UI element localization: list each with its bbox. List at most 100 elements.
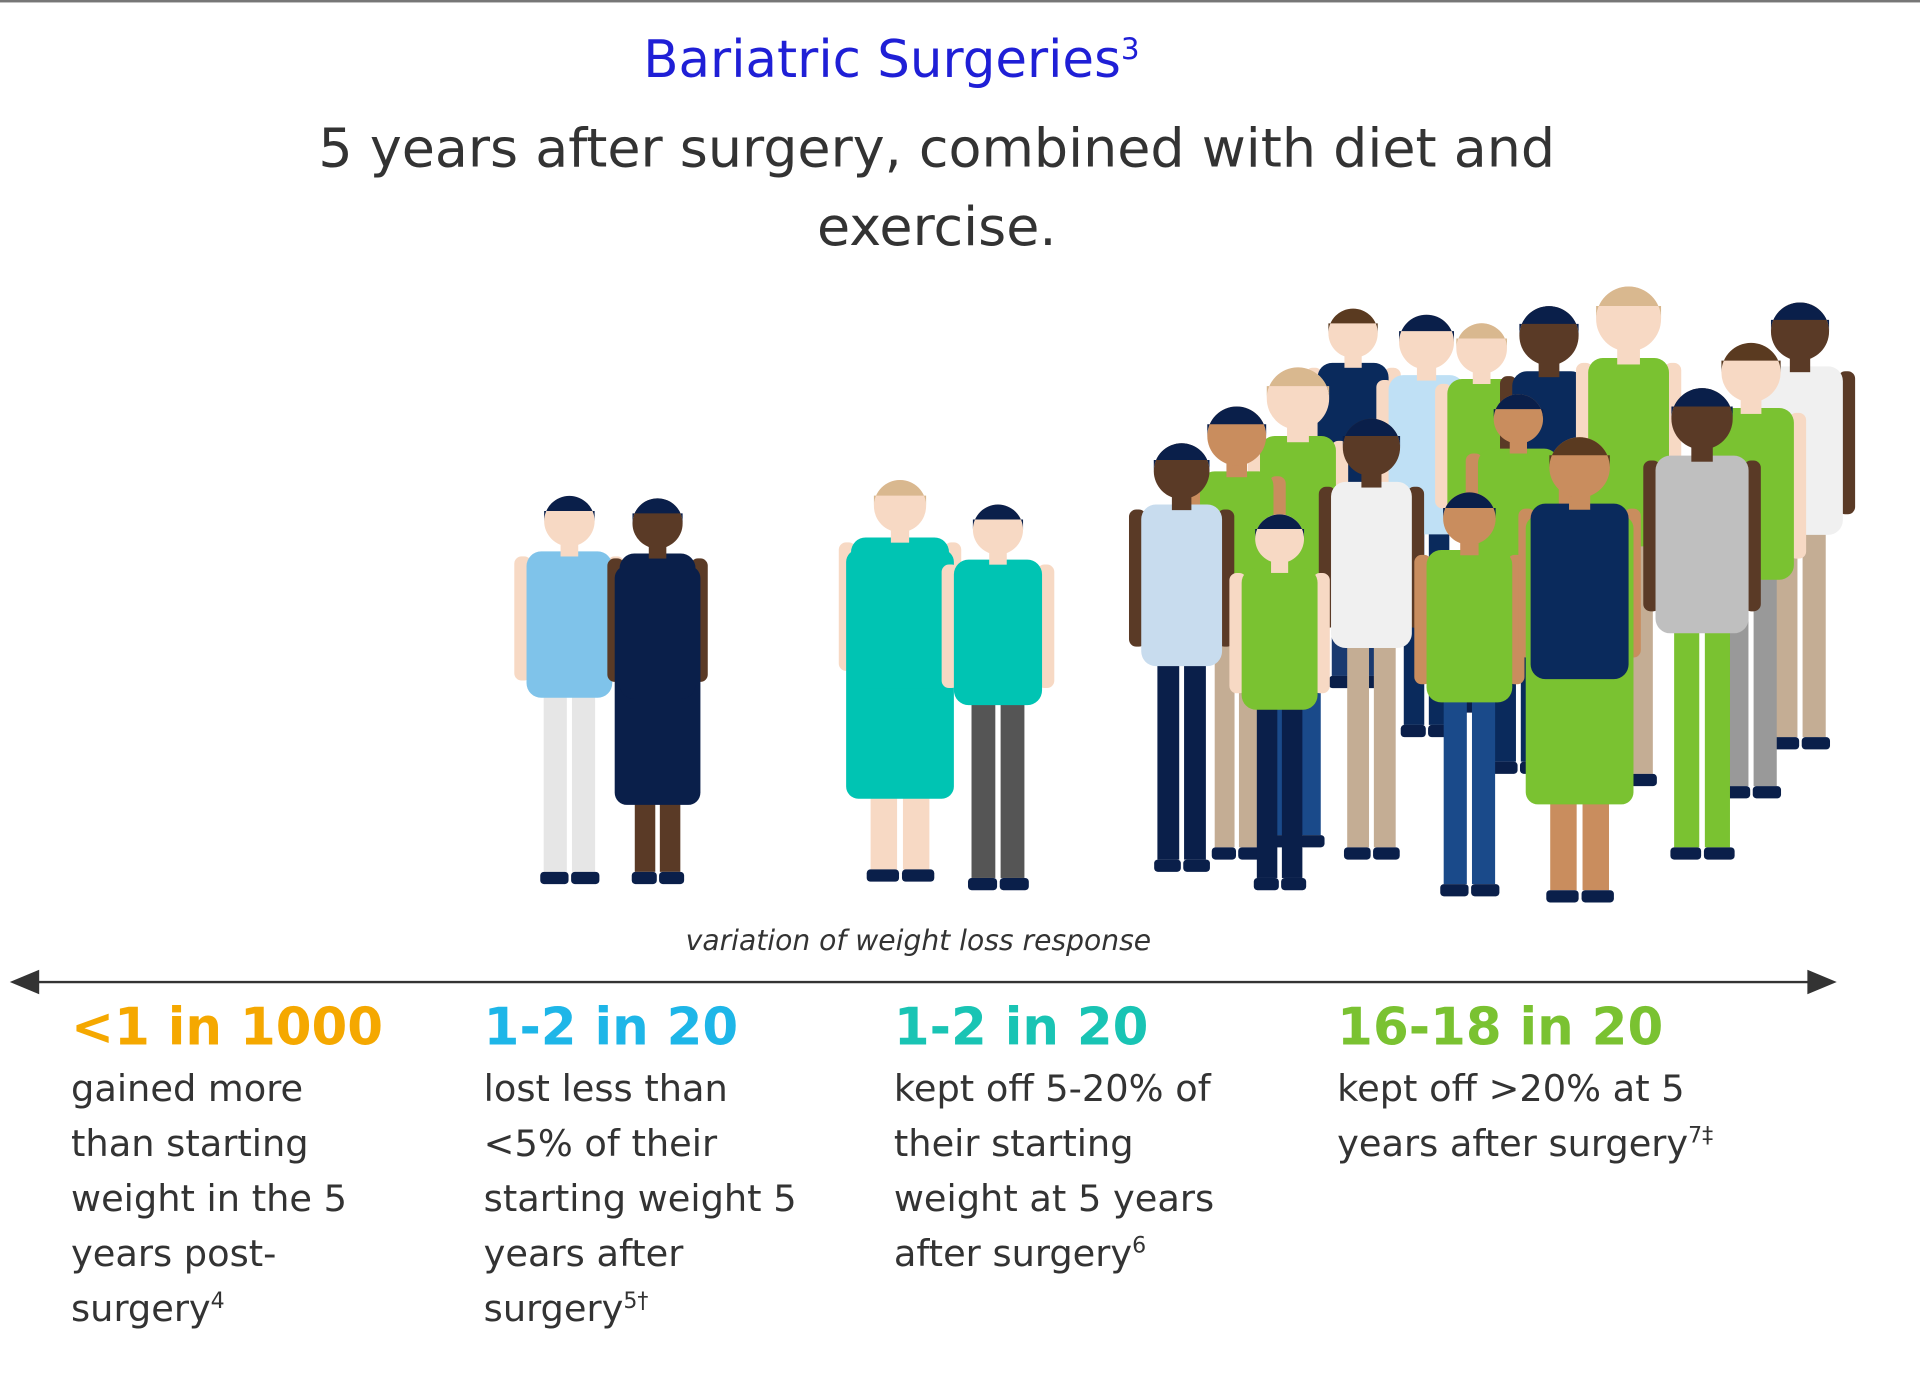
axis-arrow bbox=[9, 969, 1837, 995]
hair bbox=[972, 504, 1024, 530]
person bbox=[607, 498, 708, 885]
shoe bbox=[1490, 761, 1518, 774]
shoe bbox=[631, 871, 657, 885]
person bbox=[1318, 418, 1425, 860]
hair bbox=[544, 495, 595, 522]
shoe bbox=[1183, 859, 1210, 872]
title-sup: 3 bbox=[1120, 31, 1140, 67]
stat: 1-2 in 20 bbox=[893, 996, 1149, 1057]
shoe bbox=[999, 877, 1029, 891]
torso bbox=[619, 553, 696, 699]
leg bbox=[1184, 661, 1206, 860]
description-text: lost less than <5% of their starting wei… bbox=[483, 1067, 797, 1332]
leg bbox=[1000, 700, 1025, 878]
shoe bbox=[571, 871, 600, 885]
person bbox=[941, 504, 1055, 891]
title: Bariatric Surgeries3 bbox=[0, 29, 1783, 89]
hair bbox=[1342, 418, 1401, 448]
hair bbox=[1328, 308, 1378, 334]
shoe bbox=[1801, 737, 1831, 750]
person bbox=[1744, 302, 1856, 750]
description-text: kept off 5-20% of their starting weight … bbox=[893, 1067, 1215, 1276]
axis-label: variation of weight loss response bbox=[685, 925, 1152, 958]
hair bbox=[1266, 367, 1330, 399]
person bbox=[1518, 437, 1641, 903]
shoe bbox=[1770, 737, 1800, 750]
shoe bbox=[1238, 847, 1263, 860]
person bbox=[514, 495, 625, 885]
leg bbox=[1214, 637, 1235, 848]
stat: 1-2 in 20 bbox=[483, 996, 739, 1057]
torso bbox=[953, 559, 1043, 706]
shoe bbox=[659, 871, 685, 885]
leg bbox=[1157, 661, 1180, 860]
shoe bbox=[1328, 675, 1353, 689]
hair bbox=[1493, 394, 1544, 419]
shoe bbox=[1373, 847, 1400, 860]
hair bbox=[1399, 314, 1455, 343]
shoe bbox=[1400, 724, 1426, 738]
shoe bbox=[1253, 877, 1279, 891]
hair bbox=[1153, 443, 1210, 472]
shoe bbox=[1703, 847, 1735, 860]
leg bbox=[1281, 704, 1303, 878]
hair bbox=[1549, 437, 1610, 468]
torso bbox=[1331, 481, 1412, 649]
footnote: 4 bbox=[210, 1288, 225, 1314]
leg bbox=[1704, 628, 1730, 848]
hair bbox=[1596, 286, 1662, 320]
shoe bbox=[866, 869, 900, 882]
title-text: Bariatric Surgeries bbox=[643, 29, 1121, 90]
shoe bbox=[540, 871, 569, 885]
hair bbox=[1721, 342, 1781, 373]
leg bbox=[1471, 697, 1496, 885]
footnote: 6 bbox=[1132, 1233, 1147, 1259]
leg bbox=[971, 700, 996, 878]
torso bbox=[1655, 455, 1749, 634]
person bbox=[1128, 443, 1235, 872]
leg bbox=[571, 692, 596, 872]
column: 1-2 in 20 kept off 5-20% of their starti… bbox=[894, 997, 1261, 1282]
shoe bbox=[901, 869, 935, 882]
leg bbox=[1674, 628, 1700, 848]
leg bbox=[543, 692, 567, 872]
shoe bbox=[1471, 884, 1500, 897]
hair bbox=[873, 480, 927, 507]
description-text: kept off >20% at 5 years after surgery bbox=[1337, 1067, 1689, 1166]
leg bbox=[1256, 704, 1278, 878]
shoe bbox=[1299, 835, 1325, 848]
person bbox=[1414, 492, 1525, 897]
shoe bbox=[1630, 773, 1657, 787]
leg bbox=[1802, 529, 1826, 738]
person bbox=[838, 480, 962, 882]
torso bbox=[1241, 568, 1318, 710]
footnote: 5† bbox=[623, 1288, 649, 1314]
torso bbox=[851, 537, 949, 689]
hair bbox=[1519, 306, 1579, 336]
shoe bbox=[1581, 890, 1614, 903]
shoe bbox=[1281, 877, 1307, 891]
column: 1-2 in 20 lost less than <5% of their st… bbox=[484, 997, 808, 1337]
leg bbox=[1347, 643, 1370, 848]
subtitle: 5 years after surgery, combined with die… bbox=[318, 117, 1556, 259]
hair bbox=[1770, 302, 1830, 332]
shoe bbox=[1670, 847, 1702, 860]
torso bbox=[526, 551, 613, 698]
shoe bbox=[1546, 890, 1579, 903]
arrow-head-left bbox=[9, 969, 40, 995]
person bbox=[1229, 514, 1330, 891]
leg bbox=[1373, 643, 1396, 848]
footnote: 7‡ bbox=[1688, 1122, 1714, 1149]
torso bbox=[1426, 550, 1513, 703]
shoe bbox=[1440, 884, 1469, 897]
shoe bbox=[1343, 847, 1371, 860]
hair bbox=[1671, 388, 1733, 419]
leg bbox=[1443, 697, 1467, 885]
shoe bbox=[967, 877, 998, 891]
description: kept off 5-20% of their starting weight … bbox=[894, 1062, 1261, 1282]
shoe bbox=[1211, 847, 1237, 860]
shoe bbox=[1752, 786, 1782, 799]
torso bbox=[1530, 503, 1629, 680]
